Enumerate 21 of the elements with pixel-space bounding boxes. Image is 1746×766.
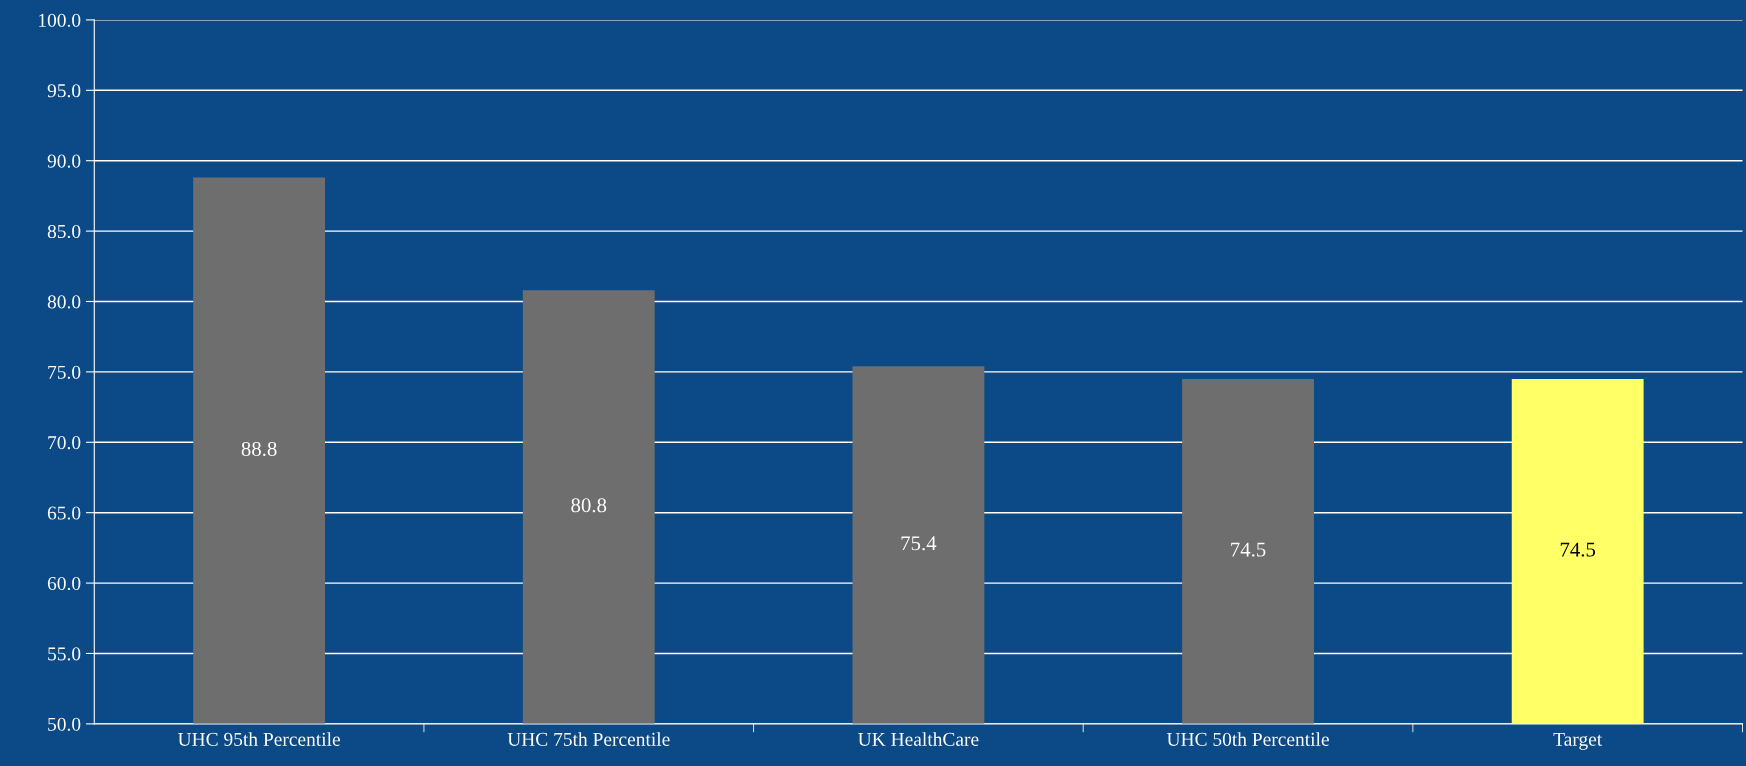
y-tick-label: 55.0 (48, 647, 81, 661)
x-tick-label: UHC 95th Percentile (177, 732, 340, 746)
y-tick-label: 60.0 (47, 576, 81, 591)
data-label: 75.4 (901, 536, 937, 551)
y-tick-label: 65.0 (47, 506, 81, 520)
y-tick-label: 80.0 (47, 295, 81, 309)
x-tick-label: UHC 50th Percentile (1166, 732, 1329, 746)
data-label: 74.5 (1560, 542, 1596, 557)
x-tick-label: Target (1553, 732, 1603, 750)
y-tick-label: 100.0 (39, 13, 81, 27)
y-tick-label: 50.0 (48, 717, 81, 731)
x-tick-label: UHC 75th Percentile (507, 732, 670, 746)
y-tick-label: 75.0 (48, 365, 81, 379)
data-label: 74.5 (1231, 542, 1266, 557)
y-tick-label: 70.0 (48, 436, 81, 450)
y-tick-label: 90.0 (47, 154, 81, 168)
data-label: 88.8 (241, 441, 277, 457)
y-tick-label: 95.0 (47, 84, 81, 98)
y-tick-label: 85.0 (47, 224, 81, 239)
x-tick-label: UK HealthCare (858, 732, 979, 746)
data-label: 80.8 (571, 498, 607, 513)
